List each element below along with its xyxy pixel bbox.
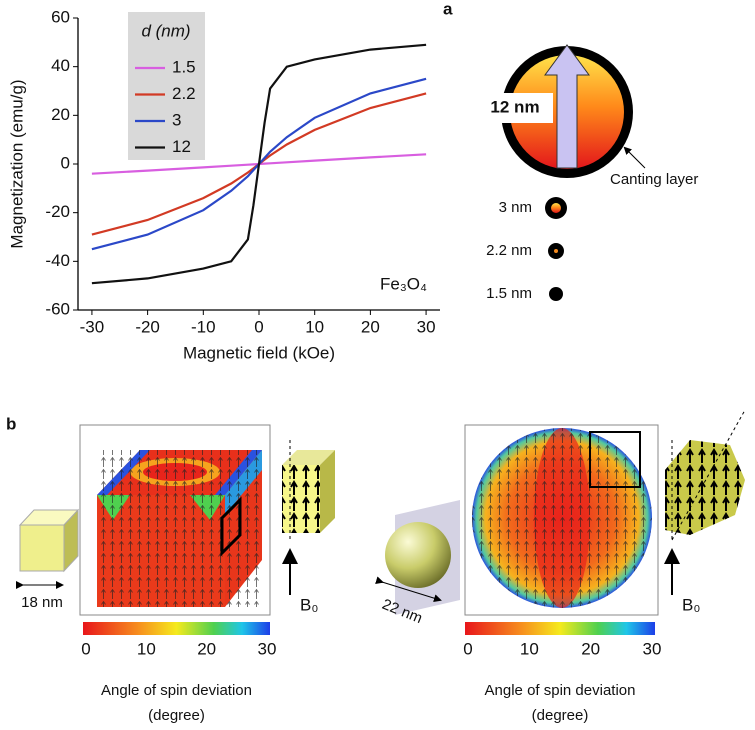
legend-label: 3 [172,110,181,129]
colorbar-label: Angle of spin deviation [101,682,252,699]
nanoparticle-diagram: 12 nm Canting layer 3 nm 2.2 nm 1.5 nm [477,44,698,302]
colorbar-tick-label: 30 [258,639,277,658]
legend-title: d (nm) [141,21,190,40]
small-cube [19,524,65,572]
y-tick-label: 60 [51,7,70,26]
field-label: B₀ [682,595,700,614]
panel-label: a [443,0,453,18]
annotation: Fe₃O₄ [380,274,427,293]
colorbar-tick-label: 10 [520,639,539,658]
y-tick-label: -40 [45,251,70,270]
x-tick-label: 30 [417,317,436,336]
colorbar-tick-label: 0 [463,639,472,658]
size-label: 1.5 nm [486,285,532,302]
colorbar-tick-label: 0 [81,639,90,658]
colorbar [83,622,270,635]
highlight [220,496,242,557]
size-label: 18 nm [21,594,63,611]
spin-arrows [665,440,745,535]
field-label: B₀ [300,595,318,614]
spin-arrows [282,465,320,533]
zoom-cube [320,450,335,533]
spin-arrows [472,428,652,608]
particle-core [551,203,561,213]
legend-label: 12 [172,137,191,156]
small-sphere [385,522,451,588]
colorbar-labels: 0 10 20 30 Angle of spin deviation (degree) 0 1… [81,639,661,723]
legend-label: 1.5 [172,57,196,76]
colorbar-unit: (degree) [148,707,205,724]
series-line [91,43,427,285]
y-axis-label: Magnetization (emu/g) [7,79,26,248]
y-tick-label: -60 [45,299,70,318]
y-tick-label: -20 [45,202,70,221]
core-label: 12 nm [490,97,539,116]
colorbar-tick-label: 10 [137,639,156,658]
colorbar-unit: (degree) [532,707,589,724]
colorbar-tick-label: 20 [197,639,216,658]
legend-box [128,12,205,160]
shell-label: Canting layer [610,171,698,188]
colorbar [465,622,655,635]
cube-simulation: 18 nm B₀ [16,424,335,635]
particle [549,287,563,301]
dimension [375,576,442,603]
highlight [589,431,641,488]
x-tick-label: 20 [361,317,380,336]
spin-arrows [97,450,262,607]
axis [671,409,746,541]
chart: -60 -40 -20 0 20 40 60 -30 -20 -10 0 10 20 30 Magnetic… [7,7,440,362]
x-tick-label: -30 [80,317,105,336]
size-label: 3 nm [499,199,532,216]
zoom-cube [282,450,335,465]
legend-label: 2.2 [172,84,196,103]
panel-label: b [6,414,16,433]
x-tick-label: -10 [191,317,216,336]
label-box [477,93,553,123]
y-tick-label: 20 [51,105,70,124]
x-axis-label: Magnetic field (kOe) [183,343,335,362]
particle-core [554,249,558,253]
x-tick-label: 10 [305,317,324,336]
colorbar-label: Angle of spin deviation [485,682,636,699]
sphere-simulation: 22 nm B₀ [375,409,746,635]
pointer [623,146,646,169]
size-label: 2.2 nm [486,242,532,259]
moment-arrow [544,44,590,169]
y-tick-label: 40 [51,56,70,75]
small-cube [63,508,79,573]
x-tick-label: -20 [135,317,160,336]
colorbar-tick-label: 20 [581,639,600,658]
colorbar-tick-label: 30 [643,639,662,658]
x-tick-label: 0 [254,317,263,336]
y-tick-label: 0 [61,153,70,172]
